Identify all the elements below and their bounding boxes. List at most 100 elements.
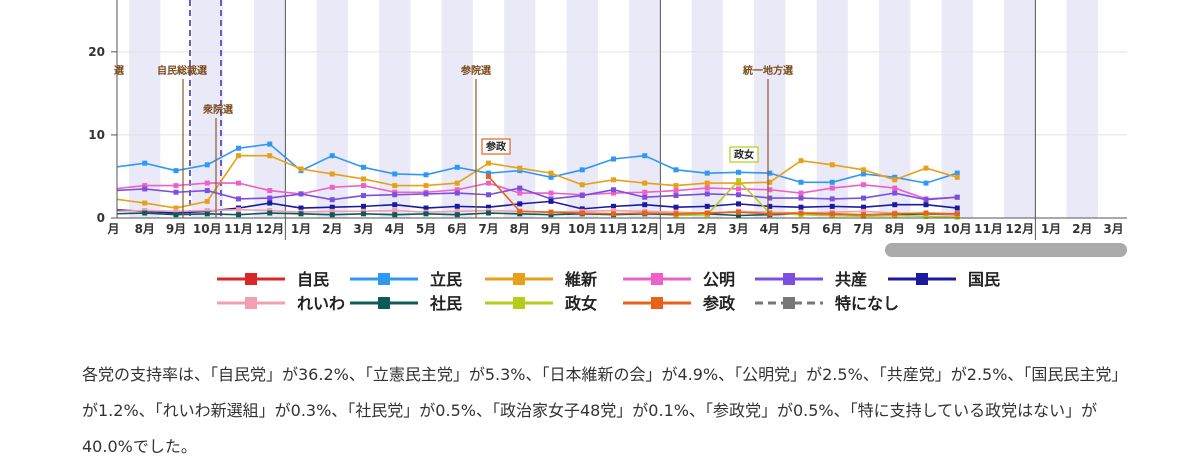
series-line xyxy=(117,143,958,184)
series-point xyxy=(267,195,273,201)
x-tick-label: 4月 xyxy=(760,222,780,236)
series-point xyxy=(704,170,710,176)
series-point xyxy=(486,210,491,216)
series-point xyxy=(298,205,304,211)
series-point xyxy=(517,165,523,171)
series-point xyxy=(642,180,648,186)
series-point xyxy=(392,212,398,218)
x-tick-label: 3月 xyxy=(353,222,373,236)
series-point xyxy=(204,188,210,194)
series-point xyxy=(423,211,429,217)
series-point xyxy=(329,197,335,203)
month-stripe xyxy=(879,0,911,218)
series-point xyxy=(736,186,741,192)
series-point xyxy=(673,188,679,194)
series-point xyxy=(673,211,679,217)
legend-label: 公明 xyxy=(703,270,735,289)
legend-label: 共産 xyxy=(835,270,867,289)
legend-marker xyxy=(783,273,795,285)
series-point xyxy=(517,208,523,214)
x-tick-label: 5月 xyxy=(416,222,436,236)
series-point xyxy=(142,210,148,216)
x-tick-label: 3月 xyxy=(1103,222,1123,236)
series-point xyxy=(798,190,804,196)
annotation: 参院選 xyxy=(460,64,492,77)
series-point xyxy=(486,204,491,210)
series-line xyxy=(117,212,958,217)
series-point xyxy=(892,190,898,196)
annotation: 政女 xyxy=(734,148,754,161)
series-point xyxy=(454,180,460,186)
series-point xyxy=(767,170,773,176)
x-tick-label: 3月 xyxy=(728,222,748,236)
series-point xyxy=(486,160,491,166)
legend-marker xyxy=(378,273,390,285)
series-point xyxy=(236,196,241,202)
series-point xyxy=(954,205,960,211)
series-point xyxy=(111,207,116,212)
series-point xyxy=(361,203,366,209)
series-point xyxy=(173,212,179,218)
series-point xyxy=(767,203,773,209)
month-stripe xyxy=(816,0,848,218)
summary-text: 各党の支持率は、「自民党」が36.2%、「立憲民主党」が5.3%、「日本維新の会… xyxy=(82,365,1128,456)
series-point xyxy=(767,179,773,185)
series-point xyxy=(642,153,648,159)
x-tick-label: 9月 xyxy=(916,222,936,236)
month-stripe xyxy=(379,0,411,218)
series-point xyxy=(361,211,366,217)
series-point xyxy=(173,208,179,214)
series-point xyxy=(392,183,398,189)
scrollbar[interactable] xyxy=(885,243,1127,257)
x-tick-label: 12月 xyxy=(630,222,659,236)
series-point xyxy=(361,193,366,199)
legend-marker xyxy=(916,273,928,285)
series-point xyxy=(798,195,804,201)
annotation: 選 xyxy=(114,64,125,77)
series-point xyxy=(111,211,116,216)
series-point xyxy=(204,208,210,214)
x-tick-label: 8月 xyxy=(510,222,530,236)
series-point xyxy=(173,168,179,174)
month-stripe xyxy=(504,0,536,218)
legend-label: れいわ xyxy=(297,294,345,313)
series-point xyxy=(454,164,460,170)
series-point xyxy=(642,194,648,200)
series-point xyxy=(736,178,741,184)
series-point xyxy=(267,200,273,206)
series-line xyxy=(487,175,958,216)
series-point xyxy=(923,213,929,219)
x-tick-label: 月 xyxy=(106,222,119,236)
series-point xyxy=(579,167,585,173)
series-point xyxy=(111,196,116,201)
x-tick-label: 11月 xyxy=(224,222,253,236)
series-point xyxy=(798,204,804,210)
series-point xyxy=(111,186,116,191)
month-stripe xyxy=(1004,0,1036,218)
x-tick-label: 10月 xyxy=(943,222,972,236)
series-point xyxy=(829,203,835,209)
month-stripe xyxy=(254,0,286,218)
y-tick-label: 0 xyxy=(97,211,105,225)
x-tick-label: 1月 xyxy=(291,222,311,236)
series-point xyxy=(704,185,710,191)
legend-label: 国民 xyxy=(968,270,1000,289)
legend-label: 参政 xyxy=(702,294,736,313)
annotation: 参政 xyxy=(485,140,507,153)
series-point xyxy=(736,201,741,207)
legend-marker xyxy=(651,297,663,309)
series-point xyxy=(611,187,616,193)
series-point xyxy=(954,170,960,176)
legend-label: 自民 xyxy=(297,270,329,289)
x-tick-label: 6月 xyxy=(447,222,467,236)
x-tick-label: 10月 xyxy=(193,222,222,236)
annotation: 統一地方選 xyxy=(742,64,794,77)
x-tick-label: 7月 xyxy=(853,222,873,236)
annotation: 自民総裁選 xyxy=(157,64,208,77)
series-point xyxy=(642,202,648,208)
series-point xyxy=(798,179,804,185)
series-point xyxy=(423,205,429,211)
